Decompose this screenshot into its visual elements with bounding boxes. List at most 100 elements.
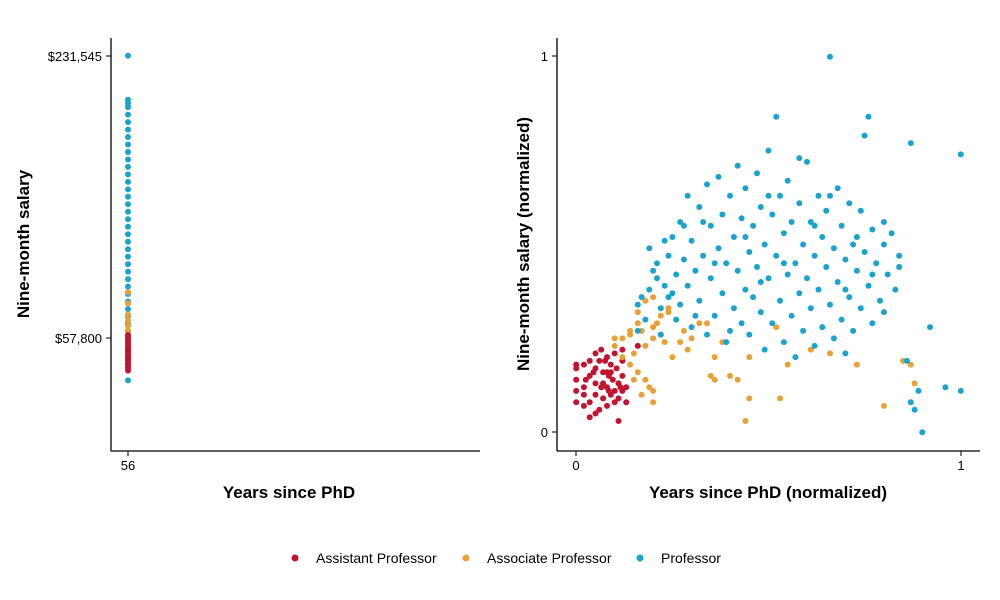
point-professor <box>727 192 733 199</box>
point-professor <box>773 113 780 120</box>
point-assistant-professor <box>617 384 624 391</box>
point-professor <box>730 305 737 312</box>
point-assistant-professor <box>125 332 131 339</box>
point-professor <box>727 327 733 334</box>
point-associate-professor <box>650 387 657 394</box>
point-professor <box>880 309 887 316</box>
point-professor <box>707 275 714 282</box>
point-professor <box>125 306 131 312</box>
point-associate-professor <box>650 294 657 301</box>
point-professor <box>807 219 814 225</box>
point-professor <box>780 260 787 267</box>
point-professor <box>819 234 826 240</box>
point-professor <box>125 149 131 155</box>
point-professor <box>723 260 730 267</box>
point-professor <box>677 301 684 308</box>
point-professor <box>865 282 872 289</box>
point-professor <box>896 252 903 259</box>
point-professor <box>665 252 672 259</box>
point-associate-professor <box>642 342 649 349</box>
point-professor <box>125 178 131 185</box>
point-associate-professor <box>125 327 131 334</box>
point-professor <box>125 208 131 215</box>
point-professor <box>896 264 903 270</box>
point-professor <box>765 275 772 282</box>
legend-key-assistant-professor <box>291 554 299 562</box>
point-professor <box>125 283 131 290</box>
point-professor <box>830 335 837 342</box>
point-associate-professor <box>711 354 718 361</box>
point-assistant-professor <box>600 395 607 402</box>
point-professor <box>750 294 757 301</box>
point-assistant-professor <box>615 395 622 402</box>
point-professor <box>669 234 676 240</box>
point-professor <box>907 140 914 147</box>
point-professor <box>125 134 131 140</box>
point-professor <box>654 260 660 267</box>
point-assistant-professor <box>582 376 589 383</box>
point-assistant-professor <box>592 380 599 387</box>
point-assistant-professor <box>586 414 593 421</box>
point-professor <box>942 384 949 391</box>
point-professor <box>715 173 722 180</box>
point-professor <box>761 346 768 353</box>
legend-label-associate-professor: Associate Professor <box>487 550 612 566</box>
legend-key-professor <box>636 554 644 562</box>
point-professor <box>827 301 833 308</box>
point-professor <box>796 200 803 207</box>
point-professor <box>715 245 722 252</box>
point-professor <box>957 387 964 394</box>
point-professor <box>657 331 664 338</box>
point-associate-professor <box>654 320 660 327</box>
point-professor <box>769 320 776 327</box>
point-professor <box>765 147 772 154</box>
point-assistant-professor <box>586 357 593 364</box>
point-professor <box>680 256 687 263</box>
point-assistant-professor <box>619 346 626 353</box>
point-professor <box>125 52 131 59</box>
point-associate-professor <box>646 384 653 391</box>
point-professor <box>815 192 822 199</box>
point-professor <box>780 339 787 346</box>
point-professor <box>750 222 757 229</box>
point-professor <box>804 158 810 165</box>
point-professor <box>842 286 849 293</box>
point-associate-professor <box>627 327 634 334</box>
point-professor <box>746 331 753 338</box>
point-professor <box>125 119 131 126</box>
point-professor <box>792 260 799 267</box>
point-associate-professor <box>125 311 131 318</box>
point-professor <box>788 312 795 319</box>
point-associate-professor <box>677 339 684 346</box>
point-professor <box>692 267 699 274</box>
point-associate-professor <box>727 372 733 379</box>
point-professor <box>850 241 857 248</box>
point-associate-professor <box>734 376 741 383</box>
point-assistant-professor <box>634 342 641 349</box>
point-associate-professor <box>746 395 753 402</box>
point-professor <box>800 241 807 248</box>
point-professor <box>677 219 684 225</box>
point-professor <box>754 170 760 177</box>
point-associate-professor <box>125 317 131 324</box>
point-professor <box>857 207 864 214</box>
point-professor <box>125 171 131 178</box>
point-assistant-professor <box>596 357 603 364</box>
point-professor <box>634 327 641 334</box>
point-assistant-professor <box>604 369 610 376</box>
point-professor <box>823 264 830 270</box>
legend-label-assistant-professor: Assistant Professor <box>316 550 437 566</box>
point-assistant-professor <box>580 402 587 409</box>
point-professor <box>742 185 749 192</box>
point-assistant-professor <box>573 399 580 406</box>
point-professor <box>661 282 668 289</box>
point-associate-professor <box>746 354 753 361</box>
point-associate-professor <box>642 376 649 383</box>
point-professor <box>838 316 845 323</box>
point-associate-professor <box>634 320 641 327</box>
point-professor <box>907 399 914 406</box>
point-assistant-professor <box>592 391 599 398</box>
point-professor <box>125 186 131 193</box>
point-professor <box>869 271 876 278</box>
point-associate-professor <box>665 305 672 312</box>
